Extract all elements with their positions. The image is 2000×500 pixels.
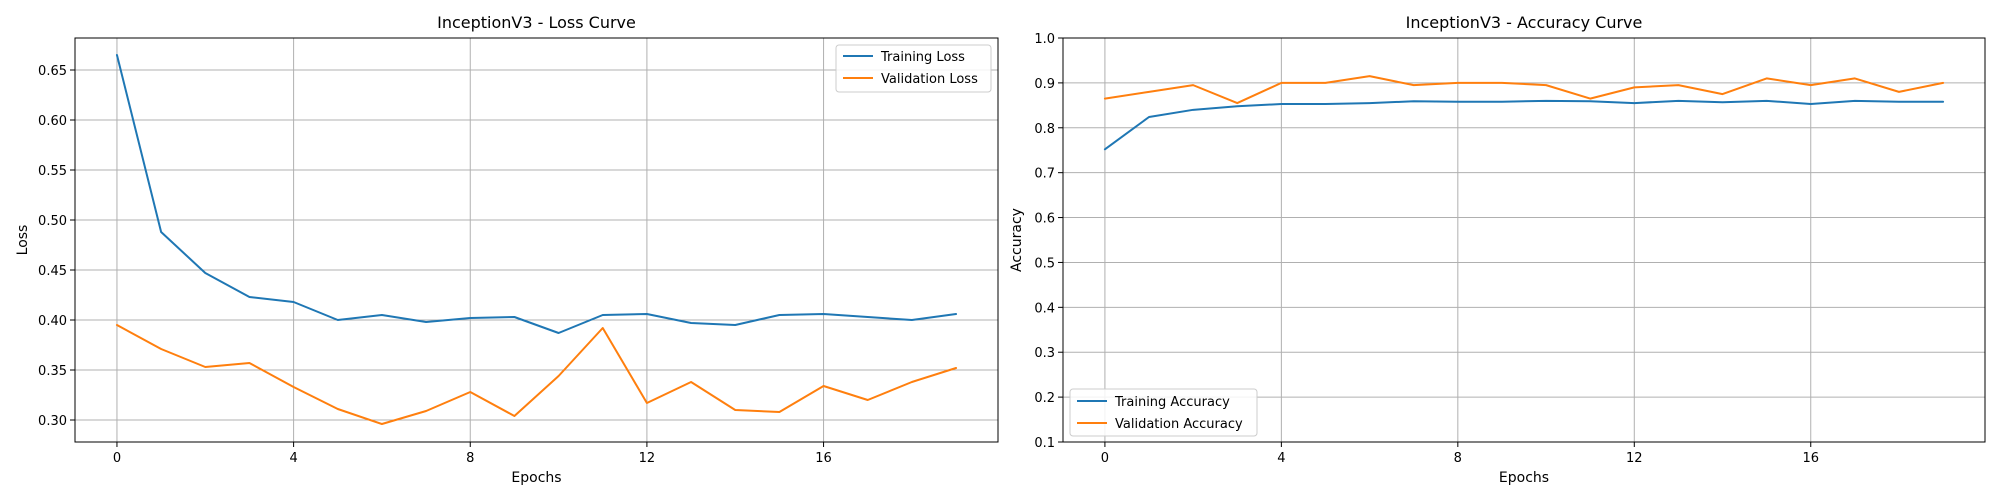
accuracy-y-tick-label: 0.7: [1034, 167, 1055, 182]
loss-y-tick-label: 0.65: [38, 64, 67, 79]
loss-ticks: 0 4 8 12 16 0.30 0.35 0.40 0.45 0.50 0.55 0.60 0.65: [38, 64, 832, 466]
loss-series-lines: [115, 54, 958, 425]
loss-y-tick-label: 0.55: [38, 164, 67, 179]
loss-gridlines: [75, 38, 998, 442]
accuracy-legend-box: [1069, 388, 1258, 437]
accuracy-y-tick-label: 0.9: [1034, 77, 1055, 92]
accuracy-x-axis-label: Epochs: [1499, 470, 1549, 486]
loss-y-tick-label: 0.60: [38, 114, 67, 129]
accuracy-x-tick-label: 12: [1626, 451, 1643, 466]
accuracy-y-tick-label: 1.0: [1034, 32, 1055, 47]
accuracy-series-line-validation: [1103, 75, 1945, 105]
loss-y-tick-label: 0.40: [38, 314, 67, 329]
loss-legend-box: [835, 44, 992, 93]
accuracy-plot-frame: [1062, 37, 1986, 443]
loss-series-line-training: [115, 54, 958, 334]
accuracy-y-tick-label: 0.5: [1034, 256, 1055, 271]
loss-chart: InceptionV3 - Loss Curve 0 4 8 12 16 0.30 0.35…: [15, 13, 999, 486]
accuracy-ticks: 0 4 8 12 16 0.1 0.2 0.3 0.4 0.5 0.6 0.7 0.8 0.9 1.0: [1034, 32, 1819, 466]
accuracy-x-tick-label: 16: [1802, 451, 1819, 466]
loss-legend-validation-label: Validation Loss: [881, 72, 978, 87]
accuracy-chart: InceptionV3 - Accuracy Curve 0 4 8 12 160.10…: [1009, 13, 1986, 486]
accuracy-y-tick-label: 0.8: [1034, 122, 1055, 137]
accuracy-y-tick-label: 0.1: [1034, 436, 1055, 451]
accuracy-y-tick-label: 0.3: [1034, 346, 1055, 361]
accuracy-x-tick-label: 0: [1101, 451, 1109, 466]
accuracy-chart-title: InceptionV3 - Accuracy Curve: [1406, 13, 1643, 32]
loss-x-tick-label: 12: [639, 451, 656, 466]
accuracy-y-tick-label: 0.2: [1034, 391, 1055, 406]
accuracy-y-axis-label: Accuracy: [1009, 208, 1025, 272]
accuracy-legend-validation-label: Validation Accuracy: [1115, 417, 1243, 432]
loss-legend-training-label: Training Loss: [880, 50, 965, 65]
loss-y-axis-label: Loss: [15, 225, 31, 256]
accuracy-x-tick-label: 4: [1277, 451, 1285, 466]
accuracy-x-tick-label: 8: [1454, 451, 1462, 466]
accuracy-series-lines: [1103, 75, 1945, 151]
accuracy-series-line-training: [1103, 99, 1945, 151]
loss-x-tick-label: 0: [113, 451, 121, 466]
loss-y-tick-label: 0.35: [38, 364, 67, 379]
accuracy-legend-training-label: Training Accuracy: [1114, 395, 1230, 410]
accuracy-legend: Training Accuracy Validation Accuracy: [1069, 388, 1258, 437]
loss-chart-title: InceptionV3 - Loss Curve: [437, 13, 636, 32]
accuracy-y-tick-label: 0.6: [1034, 212, 1055, 227]
loss-x-tick-label: 16: [815, 451, 832, 466]
loss-legend: Training Loss Validation Loss: [835, 44, 992, 93]
loss-plot-frame: [74, 37, 999, 443]
loss-x-tick-label: 8: [466, 451, 474, 466]
accuracy-y-tick-label: 0.4: [1034, 301, 1055, 316]
loss-series-line-validation: [115, 324, 958, 425]
loss-y-tick-label: 0.50: [38, 214, 67, 229]
loss-x-axis-label: Epochs: [511, 470, 561, 486]
loss-y-tick-label: 0.30: [38, 414, 67, 429]
loss-y-tick-label: 0.45: [38, 264, 67, 279]
loss-x-tick-label: 4: [289, 451, 297, 466]
